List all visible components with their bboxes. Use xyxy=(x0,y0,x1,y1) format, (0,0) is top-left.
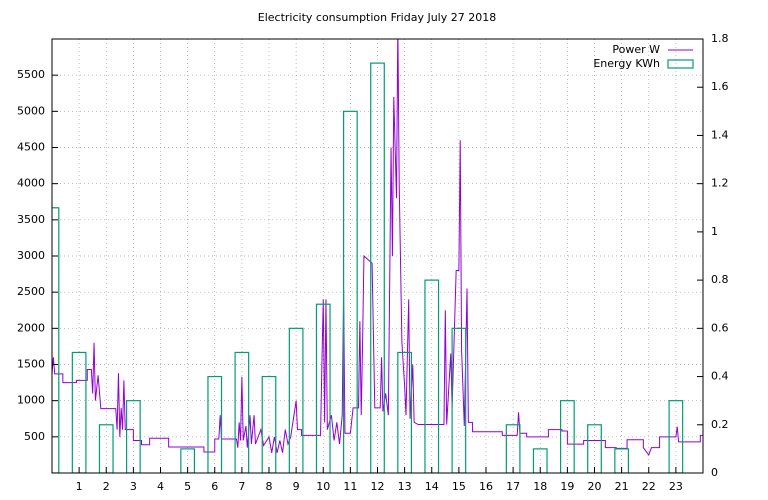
x-tick-label: 17 xyxy=(506,480,520,493)
energy-box xyxy=(451,327,467,473)
x-tick-label: 9 xyxy=(293,480,300,493)
legend-label: Energy KWh xyxy=(593,57,660,70)
y2-tick-label: 0.4 xyxy=(711,370,729,383)
y2-tick-label: 0.2 xyxy=(711,418,729,431)
y-tick-label: 2000 xyxy=(17,321,45,334)
y2-tick-label: 1.4 xyxy=(711,128,729,141)
x-tick-label: 10 xyxy=(316,480,330,493)
x-tick-label: 11 xyxy=(343,480,357,493)
x-tick-label: 14 xyxy=(425,480,439,493)
energy-box xyxy=(424,279,440,473)
energy-box xyxy=(288,327,304,473)
y2-tick-label: 0 xyxy=(711,466,718,479)
y-tick-label: 500 xyxy=(24,430,45,443)
x-tick-label: 4 xyxy=(157,480,164,493)
legend-swatch xyxy=(667,59,694,69)
x-tick-label: 12 xyxy=(371,480,385,493)
chart-title: Electricity consumption Friday July 27 2… xyxy=(258,11,496,24)
x-tick-label: 8 xyxy=(266,480,273,493)
y2-tick-label: 0.6 xyxy=(711,321,729,334)
x-tick-label: 20 xyxy=(588,480,602,493)
energy-box xyxy=(397,351,413,473)
energy-box xyxy=(342,110,358,473)
y-tick-label: 1000 xyxy=(17,394,45,407)
energy-box xyxy=(315,303,331,473)
y2-tick-label: 1.6 xyxy=(711,80,729,93)
x-tick-label: 22 xyxy=(642,480,656,493)
x-tick-label: 7 xyxy=(238,480,245,493)
x-tick-label: 1 xyxy=(76,480,83,493)
y-tick-label: 2500 xyxy=(17,285,45,298)
y2-tick-label: 1.8 xyxy=(711,32,729,45)
y2-tick-label: 1.2 xyxy=(711,177,729,190)
y-tick-label: 5000 xyxy=(17,104,45,117)
energy-box xyxy=(98,424,114,473)
x-tick-label: 19 xyxy=(560,480,574,493)
x-tick-label: 6 xyxy=(211,480,218,493)
x-tick-label: 23 xyxy=(669,480,683,493)
y-tick-label: 4500 xyxy=(17,141,45,154)
x-tick-label: 18 xyxy=(533,480,547,493)
x-tick-label: 15 xyxy=(452,480,466,493)
x-tick-label: 3 xyxy=(130,480,137,493)
energy-box xyxy=(234,351,250,473)
x-tick-label: 2 xyxy=(103,480,110,493)
x-tick-label: 21 xyxy=(615,480,629,493)
y-tick-label: 1500 xyxy=(17,358,45,371)
y2-tick-label: 1 xyxy=(711,225,718,238)
y2-tick-label: 0.8 xyxy=(711,273,729,286)
y-tick-label: 4000 xyxy=(17,177,45,190)
legend-label: Power W xyxy=(612,43,660,56)
energy-box xyxy=(587,424,602,473)
energy-box xyxy=(52,207,60,473)
x-tick-label: 13 xyxy=(398,480,412,493)
x-tick-label: 5 xyxy=(184,480,191,493)
y-tick-label: 3500 xyxy=(17,213,45,226)
y-tick-label: 5500 xyxy=(17,68,45,81)
energy-box xyxy=(71,351,87,473)
x-tick-label: 16 xyxy=(479,480,493,493)
y-tick-label: 3000 xyxy=(17,249,45,262)
